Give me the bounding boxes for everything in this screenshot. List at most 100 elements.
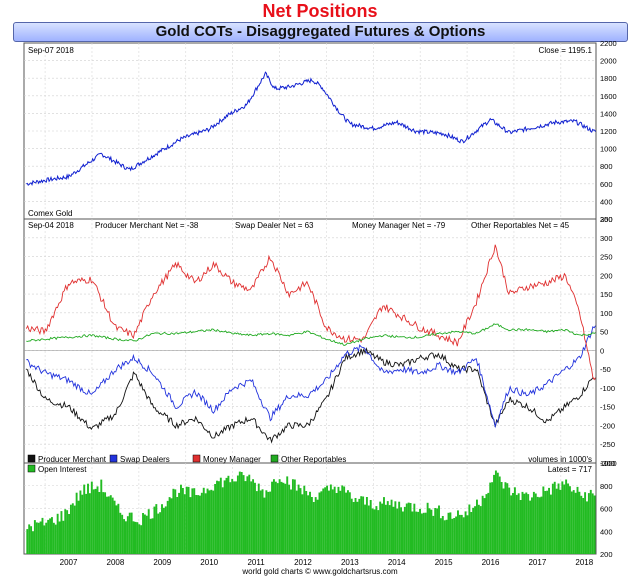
- open-interest-bar: [493, 474, 495, 554]
- open-interest-bar: [502, 488, 505, 554]
- net-positions-panel: [23, 218, 597, 464]
- open-interest-bar: [350, 498, 353, 554]
- open-interest-bar: [142, 513, 144, 554]
- price-y-tick: 1400: [600, 109, 617, 118]
- open-interest-bar: [180, 484, 182, 554]
- x-tick-year: 2012: [294, 558, 312, 567]
- open-interest-bar: [123, 519, 126, 554]
- open-interest-bar: [49, 518, 52, 554]
- open-interest-bar: [109, 495, 112, 554]
- open-interest-bar: [316, 499, 319, 554]
- open-interest-bar: [276, 483, 279, 554]
- net-position-lines: [24, 244, 596, 444]
- open-interest-bar: [217, 481, 220, 554]
- x-tick-year: 2010: [200, 558, 218, 567]
- open-interest-bar: [202, 487, 205, 554]
- open-interest-bar: [147, 509, 150, 554]
- price-date-label: Sep-07 2018: [28, 46, 74, 55]
- axis-labels: 2004006008001000120014001600180020002200…: [60, 39, 617, 567]
- open-interest-bar: [265, 490, 268, 554]
- open-interest-bar: [121, 514, 124, 554]
- open-interest-bar: [267, 491, 270, 554]
- open-interest-bar: [132, 521, 135, 554]
- chart-subtitle: Gold COTs - Disaggregated Futures & Opti…: [155, 23, 486, 40]
- open-interest-bar: [32, 531, 34, 554]
- open-interest-bar: [438, 505, 440, 554]
- legend-swatch-open-interest: [27, 464, 36, 473]
- open-interest-bar: [187, 486, 190, 554]
- open-interest-bar: [290, 489, 292, 554]
- open-interest-bar: [257, 483, 260, 554]
- price-y-tick: 600: [600, 180, 613, 189]
- open-interest-bar: [483, 498, 486, 554]
- open-interest-bar: [71, 503, 74, 554]
- open-interest-bar: [362, 496, 365, 554]
- open-interest-bar: [106, 496, 108, 554]
- net-y-tick: 200: [600, 271, 613, 280]
- open-interest-bar: [219, 477, 222, 554]
- open-interest-bar: [320, 491, 323, 554]
- open-interest-bar: [582, 498, 585, 554]
- open-interest-bar: [402, 511, 404, 554]
- x-tick-year: 2008: [107, 558, 125, 567]
- open-interest-bar: [157, 513, 160, 554]
- open-interest-bar: [242, 475, 245, 554]
- open-interest-bar: [274, 481, 277, 554]
- open-interest-bar: [322, 488, 325, 554]
- open-interest-bar: [126, 516, 129, 554]
- net-y-tick: -250: [600, 440, 615, 449]
- open-interest-bar: [580, 495, 583, 554]
- volumes-note: volumes in 1000's: [528, 455, 592, 464]
- open-interest-bar: [271, 481, 273, 554]
- open-interest-bar: [312, 502, 315, 554]
- x-tick-year: 2018: [575, 558, 593, 567]
- open-interest-bar: [458, 514, 461, 554]
- open-interest-bar: [540, 496, 543, 554]
- price-y-tick: 1200: [600, 127, 617, 136]
- oi-y-tick: 200: [600, 550, 613, 559]
- open-interest-bar: [200, 492, 203, 554]
- open-interest-bar: [259, 490, 262, 554]
- open-interest-bar: [574, 492, 577, 554]
- x-tick-year: 2009: [153, 558, 171, 567]
- open-interest-bar: [69, 504, 72, 554]
- open-interest-bar: [572, 490, 575, 554]
- open-interest-bar: [255, 491, 258, 554]
- open-interest-bar: [170, 498, 173, 554]
- open-interest-bar: [352, 502, 355, 554]
- open-interest-bar: [47, 519, 50, 554]
- open-interest-bar: [593, 495, 596, 554]
- oi-y-tick: 800: [600, 482, 613, 491]
- net-y-tick: -200: [600, 421, 615, 430]
- comex-gold-label: Comex Gold: [28, 209, 72, 218]
- open-interest-bars: [26, 470, 596, 554]
- open-interest-bar: [553, 481, 556, 554]
- open-interest-bar: [291, 479, 294, 554]
- legend: Producer Merchant Swap Dealers Money Man…: [27, 454, 592, 464]
- open-interest-bar: [54, 524, 57, 554]
- producer-merchant-line: [26, 347, 596, 444]
- open-interest-bar: [358, 498, 361, 554]
- open-interest-bar: [515, 494, 518, 554]
- open-interest-bar: [197, 495, 200, 554]
- open-interest-bar: [145, 515, 148, 554]
- net-y-tick: 300: [600, 234, 613, 243]
- swap-net-label: Swap Dealer Net = 63: [235, 221, 314, 230]
- open-interest-bar: [481, 495, 484, 554]
- open-interest-bar: [453, 518, 456, 554]
- open-interest-bar: [485, 494, 488, 554]
- open-interest-bar: [39, 521, 42, 554]
- open-interest-bar: [244, 481, 247, 554]
- open-interest-bar: [214, 484, 217, 554]
- open-interest-bar: [162, 507, 165, 554]
- open-interest-bar: [396, 508, 399, 554]
- open-interest-bar: [26, 529, 29, 554]
- open-interest-bar: [216, 480, 218, 554]
- open-interest-bar: [517, 493, 520, 554]
- open-interest-bar: [229, 482, 232, 554]
- open-interest-bar: [280, 481, 283, 554]
- open-interest-bar: [542, 486, 545, 554]
- open-interest-bar: [58, 521, 61, 554]
- open-interest-bar: [443, 520, 446, 554]
- open-interest-bar: [536, 496, 539, 554]
